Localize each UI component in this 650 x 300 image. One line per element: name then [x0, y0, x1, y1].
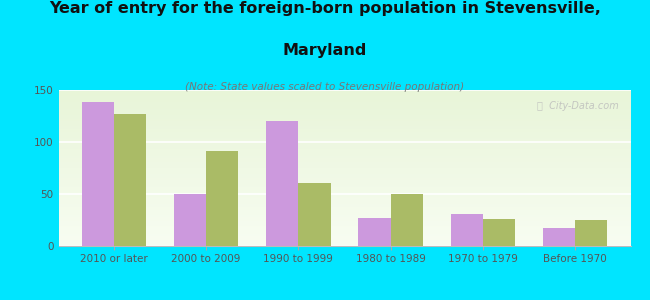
Bar — [174, 194, 206, 246]
Bar — [543, 228, 575, 246]
Text: Maryland: Maryland — [283, 44, 367, 59]
Text: Ⓢ  City-Data.com: Ⓢ City-Data.com — [538, 101, 619, 111]
Bar — [114, 114, 146, 246]
Bar — [298, 183, 331, 246]
Text: (Note: State values scaled to Stevensville population): (Note: State values scaled to Stevensvil… — [185, 82, 465, 92]
Bar — [483, 219, 515, 246]
Bar — [206, 152, 239, 246]
Bar — [450, 214, 483, 246]
Bar — [81, 103, 114, 246]
Bar — [358, 218, 391, 246]
Bar — [391, 194, 423, 246]
Text: Year of entry for the foreign-born population in Stevensville,: Year of entry for the foreign-born popul… — [49, 2, 601, 16]
Bar — [266, 121, 298, 246]
Legend: Stevensville, Maryland: Stevensville, Maryland — [233, 298, 456, 300]
Bar — [575, 220, 608, 246]
